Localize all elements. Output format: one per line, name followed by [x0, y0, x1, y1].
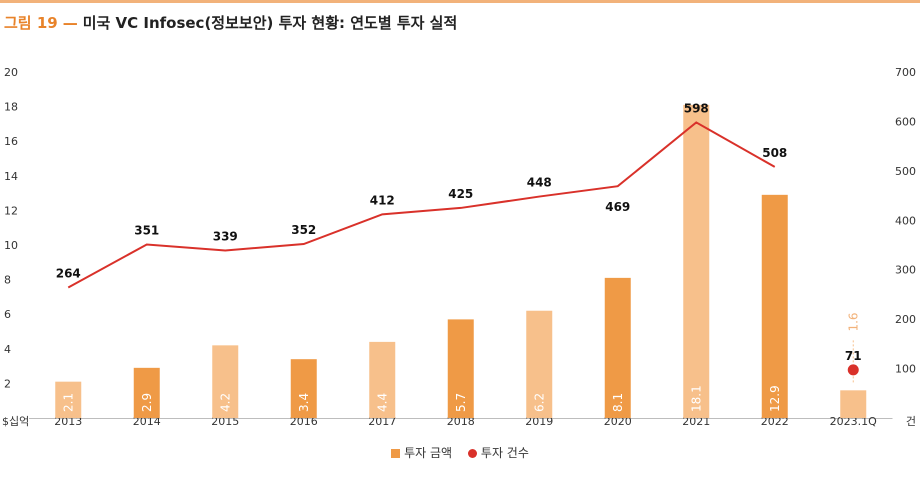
x-tick-label: 2019	[525, 415, 553, 428]
line-value-label: 425	[448, 187, 473, 201]
y-right-tick-label: 700	[895, 66, 916, 79]
y-right-tick-label: 400	[895, 214, 916, 227]
line-value-label: 339	[213, 229, 238, 243]
bar	[212, 345, 239, 418]
y-left-tick-label: 14	[4, 170, 18, 183]
bar-value-label: 2.1	[61, 393, 75, 412]
x-tick-label: 2021	[682, 415, 710, 428]
y-left-tick-label: 20	[4, 66, 18, 79]
x-tick-label: 2017	[368, 415, 396, 428]
chart-title: 그림 19— 미국 VC Infosec(정보보안) 투자 현황: 연도별 투자 …	[4, 12, 457, 33]
top-rule	[0, 0, 920, 3]
title-dash: —	[62, 14, 78, 32]
y-left-tick-label: 8	[4, 274, 11, 287]
x-tick-label: 2015	[211, 415, 239, 428]
y-left-tick-label: 6	[4, 308, 11, 321]
bar-value-label: 18.1	[689, 385, 703, 412]
y-right-tick-label: 600	[895, 115, 916, 128]
count-point	[847, 364, 859, 376]
y-right-tick-label: 100	[895, 363, 916, 376]
x-tick-label: 2023.1Q	[830, 415, 877, 428]
y-left-tick-label: 4	[4, 343, 11, 356]
line-value-label: 351	[134, 224, 159, 238]
line-value-label: 508	[762, 146, 787, 160]
y-left-tick-label: 2	[4, 377, 11, 390]
x-tick-label: 2018	[447, 415, 475, 428]
bar-value-label: 2.9	[140, 393, 154, 412]
bar-value-label: 4.2	[218, 393, 232, 412]
y-left-tick-label: 12	[4, 204, 18, 217]
y-right-tick-label: 300	[895, 264, 916, 277]
bar	[55, 381, 82, 418]
x-tick-label: 2022	[761, 415, 789, 428]
bar	[133, 367, 160, 418]
x-tick-label: 2013	[54, 415, 82, 428]
bar-value-label: 12.9	[768, 385, 782, 412]
bar	[526, 310, 553, 418]
line-value-label: 448	[527, 176, 552, 190]
bar-value-label: 3.4	[297, 393, 311, 412]
figure-label: 그림 19	[4, 14, 58, 32]
x-tick-label: 2014	[133, 415, 161, 428]
line-value-label: 71	[845, 349, 862, 363]
y-left-tick-label: 16	[4, 135, 18, 148]
x-tick-label: 2020	[604, 415, 632, 428]
title-text: 미국 VC Infosec(정보보안) 투자 현황: 연도별 투자 실적	[82, 14, 458, 32]
legend: 투자 금액 투자 건수	[0, 444, 920, 461]
y-right-tick-label: 200	[895, 313, 916, 326]
bar-value-label: 8.1	[611, 393, 625, 412]
y-right-unit: 건	[906, 415, 916, 428]
line-value-label: 352	[291, 223, 316, 237]
y-left-tick-label: 18	[4, 101, 18, 114]
chart-plot: 2 4 6 8 10 12 14 16 18 20 $십억 100 200 300 400 500 600 700…	[2, 66, 916, 428]
legend-item-amount: 투자 금액	[391, 444, 452, 461]
y-right-tick-label: 500	[895, 165, 916, 178]
bar	[840, 390, 867, 418]
bar	[369, 341, 396, 418]
legend-label-amount: 투자 금액	[404, 446, 453, 460]
line-value-label: 264	[56, 267, 81, 281]
bar-value-label: 6.2	[532, 393, 546, 412]
bar-value-label: 1.6	[846, 312, 860, 331]
y-left-unit: $십억	[2, 415, 29, 428]
bar-value-label: 5.7	[454, 393, 468, 412]
legend-swatch-bar	[391, 449, 401, 458]
legend-item-count: 투자 건수	[467, 444, 529, 461]
line-value-label: 469	[605, 200, 630, 214]
bar	[290, 359, 317, 418]
x-tick-label: 2016	[290, 415, 318, 428]
count-series-line	[67, 121, 776, 289]
bar-value-label: 4.4	[375, 393, 389, 412]
line-value-label: 412	[370, 193, 395, 207]
legend-label-count: 투자 건수	[480, 446, 529, 460]
bar	[447, 319, 474, 418]
bar	[604, 277, 631, 418]
legend-swatch-dot	[467, 449, 477, 458]
line-value-label: 598	[684, 101, 709, 115]
bar	[683, 104, 710, 419]
bar	[761, 194, 788, 418]
y-left-tick-label: 10	[4, 239, 18, 252]
